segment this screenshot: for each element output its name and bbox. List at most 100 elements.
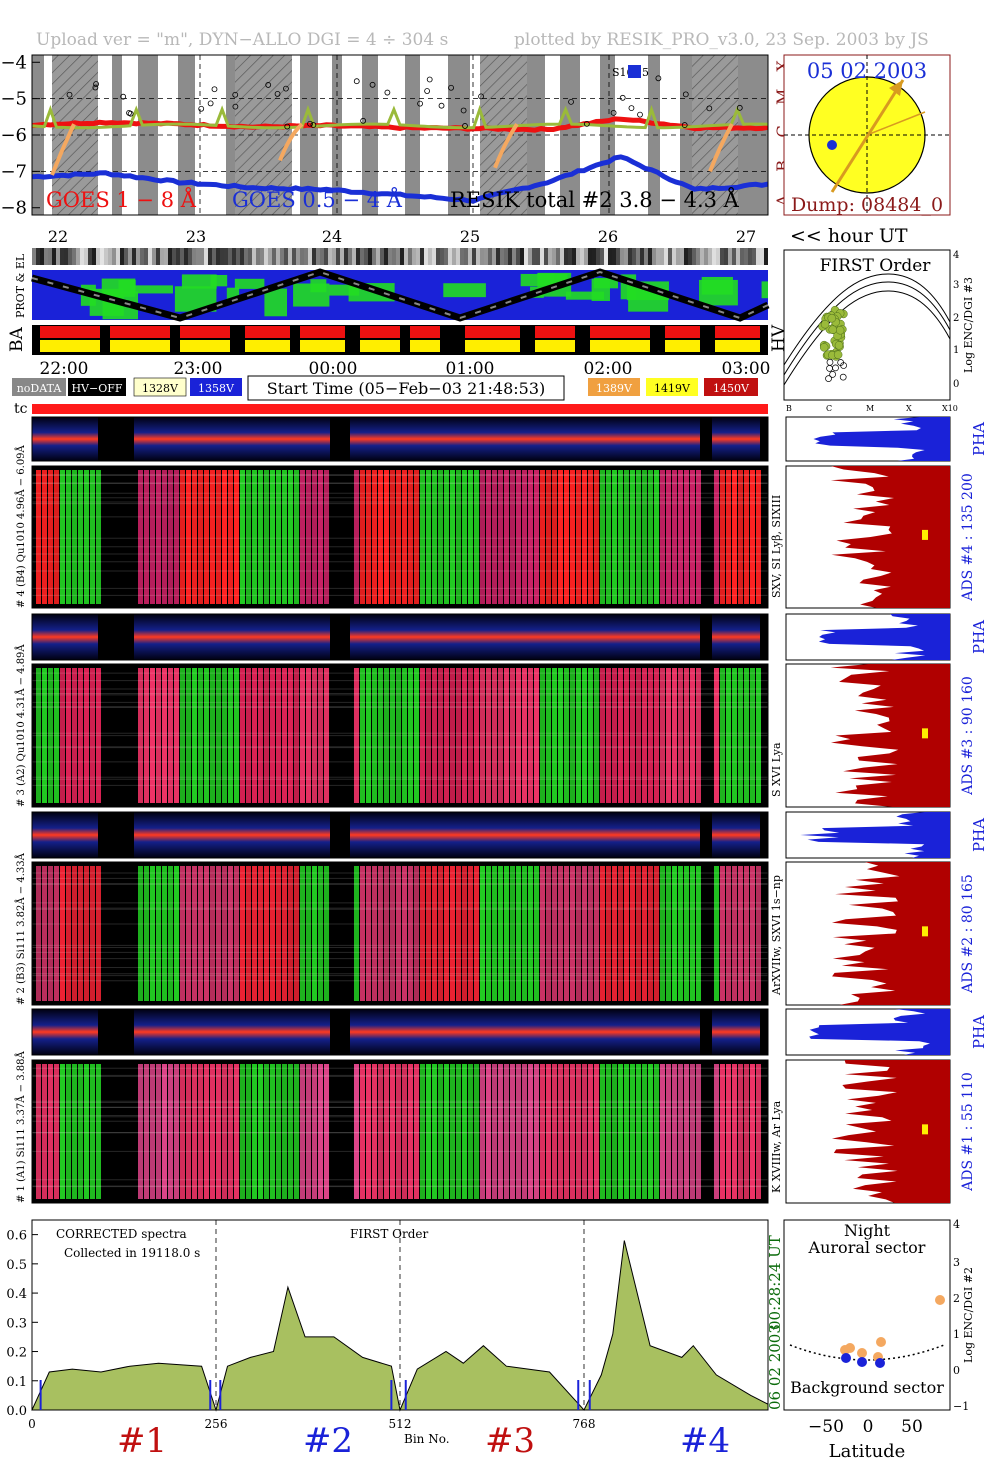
pha-strip [32,1009,768,1055]
svg-text:1450V: 1450V [713,382,750,395]
first-order-point [825,375,832,383]
goes-flare-point [568,98,574,105]
first-order-ytick: 2 [953,313,959,324]
spectrum-ytick: 0.2 [6,1346,27,1361]
goes-flare-point [120,93,127,100]
orbit-shade [332,55,342,215]
pha-label: PHA [970,1015,988,1049]
hour-axis: 22:00 23:00 00:00 01:00 02:00 03:00 [40,359,771,379]
histogram-row-2: PHA ADS #2 : 80 165 ArXVIIw, SXVI 1s−np [770,811,988,1006]
day-axis-label: 25 [460,227,480,246]
svg-text:1419V: 1419V [654,382,691,395]
background-sector-label: Background sector [790,1378,944,1397]
ads-label: ADS #1 : 55 110 [960,1072,976,1192]
first-order-ytick: 3 [953,280,959,291]
sun-track-arrow [830,79,905,193]
svg-text:1358V: 1358V [198,382,235,395]
goes-flare-point [353,78,360,85]
spectrum-ytick: 0.0 [6,1404,27,1419]
first-order-point [839,373,847,381]
day-axis: 22 23 24 25 26 27 [48,227,756,246]
goes-flare-point [681,122,688,128]
tc-label: tc [14,401,28,417]
start-time-box [247,375,565,401]
spec-histogram [831,1060,950,1203]
first-order-xtick: X [906,404,912,413]
first-order-xtick: M [866,404,874,413]
ion-label: ArXVIIw, SXVI 1s−np [770,875,783,996]
goes-flare-point [92,84,99,91]
auroral-ytick: 4 [953,1218,960,1231]
ads-label: ADS #2 : 80 165 [960,874,976,994]
histogram-row-4: PHA ADS #4 : 135 200 SXV, SI Lyβ, SIXIII [770,416,988,609]
goes-flare-point [448,84,454,91]
first-order-point [826,365,833,372]
sun-orbit-panel: 05 02 2003 Dump: 08484_0 [783,54,951,216]
pha-histogram [818,614,950,660]
auroral-ytick: 2 [953,1292,960,1305]
header-upload-text: Upload ver = "m", DYN−ALLO DGI = 4 ÷ 304… [36,30,448,50]
goes-flare-point [655,75,662,82]
section-label: #4 [680,1421,730,1461]
spectrum-xtick: 768 [573,1417,596,1431]
channel-block-3: # 3 (A2) Qu1010 4.31Å − 4.89Å [15,613,769,808]
spec-histogram [830,664,950,807]
hour-axis-label: 01:00 [446,359,495,379]
spectrum-xlabel: Bin No. [404,1432,450,1446]
start-time-text: Start Time (05−Feb−03 21:48:53) [267,379,546,398]
goes-ytick-label: −7 [0,161,27,182]
pha-label: PHA [970,818,988,852]
ion-label: S XVI Lya [770,742,783,797]
auroral-ytick: 1 [953,1328,960,1341]
spectrum-ytick: 0.3 [6,1316,27,1331]
goes-flare-point [274,91,281,97]
channel-label: # 3 (A2) Qu1010 4.31Å − 4.89Å [15,644,27,807]
svg-text:1328V: 1328V [142,382,179,395]
orbit-track-segment [493,122,519,169]
corrected-spectrum-panel: 0.00.10.20.30.40.50.60 256 512 768#1 #2 #3 #4 … [6,1219,784,1461]
auroral-xtick: 0 [863,1417,874,1437]
spectrum-area [31,1240,769,1412]
legend-goes-long: GOES 1 − 8 Å [46,187,197,212]
histogram-row-1: PHA ADS #1 : 55 110 K XVIIIw, Ar Lya [770,1008,988,1204]
first-order-point [827,314,837,323]
orbit-track-segment [278,122,304,162]
auroral-sector-panel: Night Auroral sector Background sector 4… [783,1218,975,1462]
goes-flare-point [706,105,713,112]
day-axis-label: 23 [186,227,206,246]
tc-bar [32,404,768,414]
goes-flare-point [310,122,317,128]
goes-ytick-label: −5 [0,89,27,110]
goes-flare-point [628,105,635,111]
flare-class-label: B [773,160,792,172]
legend-1358v [190,378,242,396]
spec-histogram [830,466,950,608]
goes-flare-point [360,117,367,124]
channel-label: # 1 (A1) Si111 3.37Å − 3.88Å [15,1051,27,1203]
pha-label: PHA [970,422,988,456]
orbit-track-segment [50,123,76,176]
spectrum-note-2: Collected in 19118.0 s [64,1246,200,1260]
ads-label: ADS #3 : 90 160 [960,676,976,796]
goes-marker-label-2: 5 [642,66,649,79]
goes-flare-point [736,104,743,111]
first-order-point [835,326,845,335]
auroral-xlabel: Latitude [829,1441,906,1462]
goes-flare-point [66,91,73,98]
first-order-xtick: C [826,404,832,413]
first-order-point [828,325,838,334]
auroral-points [840,1295,945,1368]
goes-flare-point [369,81,376,88]
first-order-ytick: 1 [953,345,959,356]
day-axis-label: 26 [598,227,618,246]
channel-block-4: # 4 (B4) Qu1010 4.96Å − 6.09Å [15,416,769,609]
spectrum-date: 06 02 2003 [766,1324,784,1410]
legend-row: noDATA HV−OFF 1328V 1358V Start Time (05… [12,375,758,401]
legend-resik-total: RESIK total #2 3.8 − 4.3 Å [450,187,740,212]
spec-histogram [831,862,950,1005]
auroral-point [876,1337,886,1347]
auroral-ytick: −1 [953,1400,969,1413]
goes-flare-point [637,111,643,118]
spectrum-xtick: 256 [205,1417,228,1431]
